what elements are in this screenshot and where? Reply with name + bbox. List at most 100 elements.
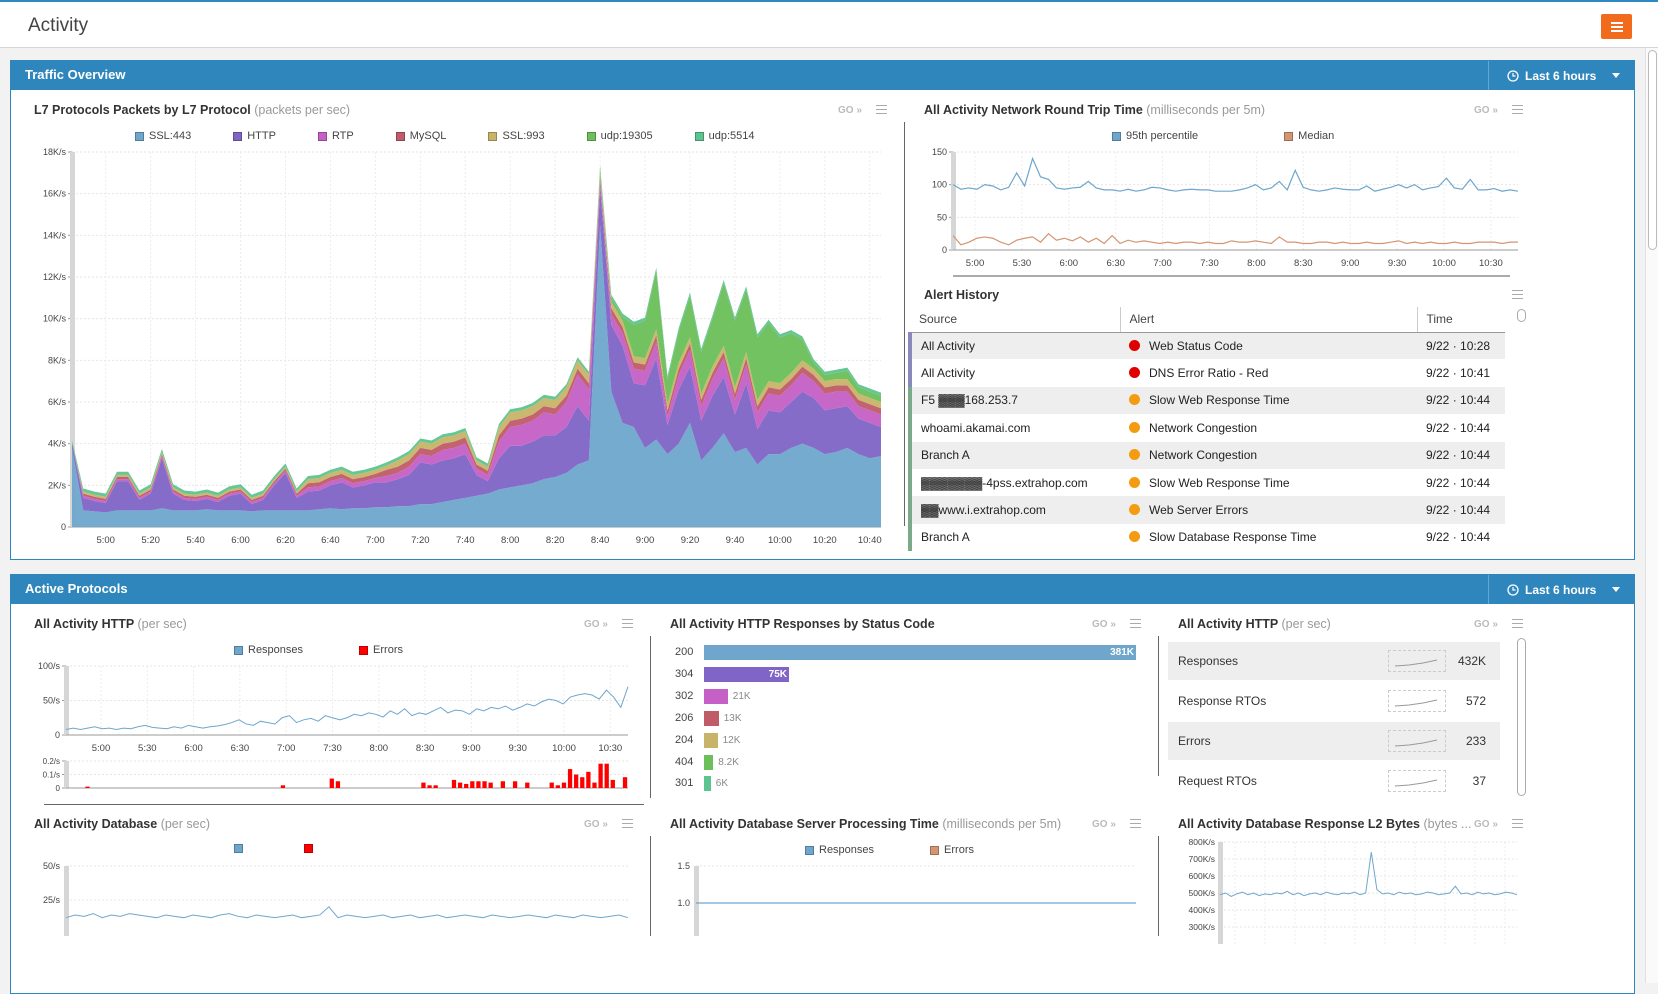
alert-source[interactable]: Branch A <box>908 523 1120 552</box>
go-link[interactable]: GO » <box>1092 619 1116 630</box>
alert-name[interactable]: Slow Web Response Time <box>1120 386 1417 415</box>
alert-name[interactable]: Network Congestion <box>1120 414 1417 441</box>
stats-scrollbar[interactable] <box>1517 638 1526 796</box>
menu-button[interactable] <box>1601 14 1632 39</box>
time-range-selector[interactable]: Last 6 hours <box>1488 61 1634 90</box>
go-link[interactable]: GO » <box>1474 105 1498 116</box>
l7-chart-title[interactable]: L7 Protocols Packets by L7 Protocol (pac… <box>34 103 351 117</box>
alert-name[interactable]: DNS Error Ratio - Red <box>1120 359 1417 386</box>
status-bar[interactable] <box>704 776 711 792</box>
widget-menu-icon[interactable] <box>622 619 633 628</box>
scrollbar-thumb[interactable] <box>1648 50 1657 250</box>
alert-source[interactable]: ▓▓▓▓▓▓▓-4pss.extrahop.com <box>908 468 1120 497</box>
dbl2-chart-title[interactable]: All Activity Database Response L2 Bytes … <box>1178 817 1472 831</box>
go-link[interactable]: GO » <box>1092 819 1116 830</box>
legend-item[interactable]: RTP <box>317 130 354 142</box>
alert-name[interactable]: Network Congestion <box>1120 441 1417 469</box>
status-bar[interactable] <box>704 688 728 704</box>
x-tick-label: 10:30 <box>598 743 622 754</box>
go-link[interactable]: GO » <box>584 819 608 830</box>
alert-label: Web Status Code <box>1149 338 1243 353</box>
widget-menu-icon[interactable] <box>1130 819 1141 828</box>
status-bar[interactable] <box>704 732 718 748</box>
alert-row[interactable]: All Activity Web Status Code 9/22 · 10:28 <box>908 332 1505 360</box>
legend-item[interactable]: 95th percentile <box>1112 130 1198 142</box>
stat-row[interactable]: Responses 432K <box>1168 642 1500 680</box>
page-scrollbar[interactable] <box>1645 48 1658 983</box>
status-chart-title[interactable]: All Activity HTTP Responses by Status Co… <box>670 617 935 631</box>
error-bar <box>470 781 475 788</box>
y-tick-label: 400K/s <box>1189 905 1215 915</box>
alert-name[interactable]: Slow Database Response Time <box>1120 524 1417 551</box>
x-tick-label: 7:00 <box>1153 258 1172 269</box>
stat-row[interactable]: Response RTOs 572 <box>1168 682 1500 720</box>
alert-row[interactable]: F5 ▓▓▓168.253.7 Slow Web Response Time 9/2… <box>908 386 1505 415</box>
dbl2-line-chart: 300K/s 400K/s 500K/s 600K/s 700K/s 800K/s <box>1189 837 1518 944</box>
rtt-legend: 95th percentile Median <box>1112 130 1420 142</box>
legend-item[interactable]: Median <box>1284 130 1334 142</box>
db-chart-title[interactable]: All Activity Database (per sec) <box>34 817 211 831</box>
alert-row[interactable]: whoami.akamai.com Network Congestion 9/22 … <box>908 414 1505 442</box>
alert-source[interactable]: All Activity <box>908 332 1120 360</box>
sparkline <box>1388 650 1446 672</box>
widget-menu-icon[interactable] <box>1512 619 1523 628</box>
rtt-chart-title[interactable]: All Activity Network Round Trip Time (mi… <box>924 103 1266 117</box>
stat-row[interactable]: Errors 233 <box>1168 722 1500 760</box>
alert-source[interactable]: All Activity <box>908 359 1120 387</box>
dbproc-legend: Responses Errors <box>805 844 1016 856</box>
go-link[interactable]: GO » <box>584 619 608 630</box>
time-range-selector[interactable]: Last 6 hours <box>1488 575 1634 604</box>
alert-source[interactable]: whoami.akamai.com <box>908 414 1120 442</box>
alert-source[interactable]: ▓▓www.i.extrahop.com <box>908 496 1120 524</box>
legend-item[interactable]: MySQL <box>395 130 446 142</box>
alert-scrollbar[interactable] <box>1517 309 1526 322</box>
error-bar <box>580 777 585 788</box>
alert-row[interactable]: Branch A Slow Database Response Time 9/22 … <box>908 523 1505 552</box>
dbproc-chart-title[interactable]: All Activity Database Server Processing … <box>670 817 1062 831</box>
alert-name[interactable]: Slow Web Response Time <box>1120 469 1417 496</box>
legend-item[interactable]: HTTP <box>233 130 276 142</box>
go-link[interactable]: GO » <box>1474 819 1498 830</box>
x-tick-label: 5:30 <box>1013 258 1032 269</box>
widget-menu-icon[interactable] <box>622 819 633 828</box>
go-link[interactable]: GO » <box>838 105 862 116</box>
widget-menu-icon[interactable] <box>1130 619 1141 628</box>
status-bar[interactable] <box>704 666 790 682</box>
alert-name[interactable]: Web Status Code <box>1120 332 1417 360</box>
stat-value: 432K <box>1457 654 1486 668</box>
y-axis-bar <box>64 666 69 735</box>
legend-item[interactable]: SSL:443 <box>135 130 191 142</box>
y-axis-bar <box>951 152 956 250</box>
alert-row[interactable]: ▓▓▓▓▓▓▓-4pss.extrahop.com Slow Web Respon… <box>908 468 1505 497</box>
y-tick-label: 2K/s <box>48 480 67 490</box>
alert-row[interactable]: ▓▓www.i.extrahop.com Web Server Errors 9/2… <box>908 496 1505 524</box>
status-bar[interactable] <box>704 710 719 726</box>
go-link[interactable]: GO » <box>1474 619 1498 630</box>
divider <box>904 122 905 526</box>
status-code-label: 200 <box>675 646 694 658</box>
widget-menu-icon[interactable] <box>876 105 887 114</box>
stat-row[interactable]: Request RTOs 37 <box>1168 762 1500 800</box>
alert-row[interactable]: Branch A Network Congestion 9/22 · 10:44 <box>908 441 1505 469</box>
alert-source[interactable]: F5 ▓▓▓168.253.7 <box>908 386 1120 415</box>
legend-item[interactable]: udp:5514 <box>694 130 755 142</box>
status-bar[interactable] <box>704 754 714 770</box>
legend-item[interactable]: udp:19305 <box>586 130 653 142</box>
alert-name[interactable]: Web Server Errors <box>1120 496 1417 524</box>
area-http <box>72 187 881 513</box>
http-stats-title[interactable]: All Activity HTTP (per sec) <box>1178 617 1331 631</box>
column-header-time[interactable]: Time <box>1417 307 1505 333</box>
column-header-alert[interactable]: Alert <box>1120 307 1418 333</box>
error-bar <box>555 785 560 788</box>
x-tick-label: 8:30 <box>416 743 435 754</box>
alert-row[interactable]: All Activity DNS Error Ratio - Red 9/22 · … <box>908 359 1505 387</box>
alert-source[interactable]: Branch A <box>908 441 1120 469</box>
http-chart-title[interactable]: All Activity HTTP (per sec) <box>34 617 187 631</box>
legend-item[interactable]: SSL:993 <box>488 130 545 142</box>
status-bar[interactable] <box>704 645 1136 660</box>
widget-menu-icon[interactable] <box>1512 290 1523 299</box>
column-header-source[interactable]: Source <box>910 307 1121 333</box>
page-title: Activity <box>28 15 89 36</box>
widget-menu-icon[interactable] <box>1512 105 1523 114</box>
widget-menu-icon[interactable] <box>1512 819 1523 828</box>
